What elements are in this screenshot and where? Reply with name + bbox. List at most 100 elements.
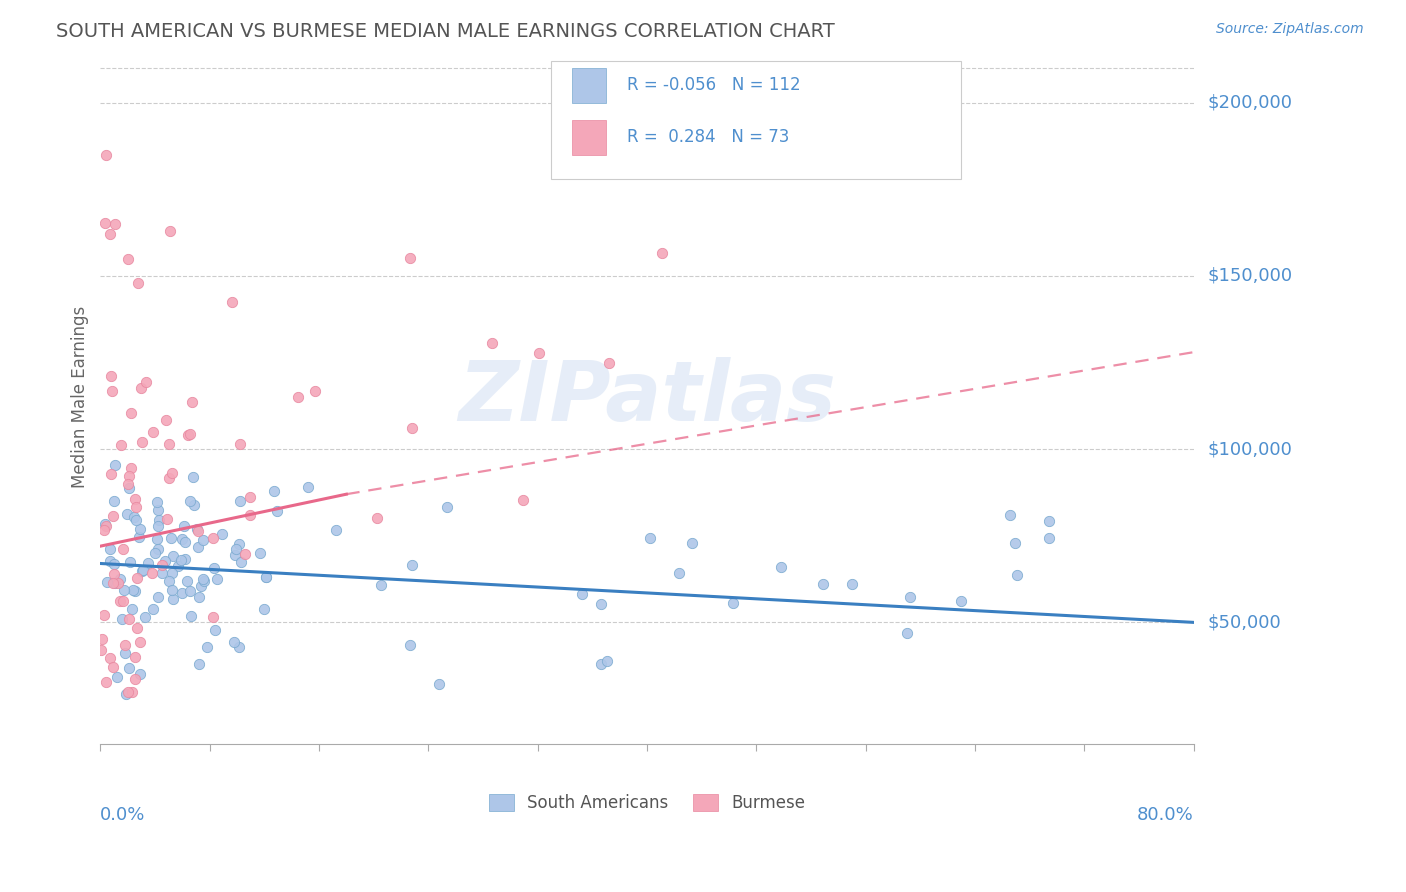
Point xyxy=(101,509,124,524)
Point xyxy=(105,670,128,684)
Point xyxy=(228,537,250,551)
Point xyxy=(104,217,127,231)
Point xyxy=(132,563,155,577)
Point xyxy=(211,527,233,541)
Point xyxy=(160,566,183,581)
Point xyxy=(118,481,141,495)
Point xyxy=(591,657,613,672)
Point xyxy=(401,421,423,435)
Point xyxy=(117,252,139,266)
Point xyxy=(399,638,422,652)
Point xyxy=(103,557,125,571)
Point xyxy=(124,491,146,506)
Text: $50,000: $50,000 xyxy=(1208,614,1281,632)
Point xyxy=(1005,568,1028,582)
Point xyxy=(114,638,136,652)
Point xyxy=(90,643,112,657)
Point xyxy=(950,594,973,608)
Point xyxy=(179,494,201,508)
Point xyxy=(159,531,181,545)
Point xyxy=(249,546,271,560)
Point xyxy=(157,574,180,589)
Point xyxy=(191,533,214,548)
Point xyxy=(120,555,142,569)
Point xyxy=(148,519,170,533)
Point xyxy=(94,516,117,531)
Point xyxy=(120,406,142,420)
Point xyxy=(162,549,184,564)
Point xyxy=(134,609,156,624)
Point xyxy=(112,583,135,598)
Point xyxy=(131,565,153,579)
Y-axis label: Median Male Earnings: Median Male Earnings xyxy=(72,306,89,488)
Point xyxy=(124,672,146,686)
Point xyxy=(108,572,131,586)
Point xyxy=(366,511,388,525)
Point xyxy=(167,559,190,574)
Point xyxy=(98,542,121,557)
Point xyxy=(127,621,149,635)
Point xyxy=(93,523,115,537)
Point xyxy=(596,654,619,668)
Point xyxy=(233,548,256,562)
Point xyxy=(174,535,197,549)
Point xyxy=(145,546,167,560)
Point xyxy=(96,574,118,589)
Point xyxy=(896,626,918,640)
Point xyxy=(191,572,214,586)
Point xyxy=(205,572,228,586)
Point xyxy=(110,437,132,451)
Point xyxy=(287,390,309,404)
Point xyxy=(101,575,124,590)
Point xyxy=(121,583,143,598)
Point xyxy=(176,574,198,589)
Point xyxy=(682,536,704,550)
Point xyxy=(173,519,195,533)
Point xyxy=(111,541,134,556)
Point xyxy=(108,593,131,607)
Text: 0.0%: 0.0% xyxy=(100,806,146,824)
Point xyxy=(160,582,183,597)
Point xyxy=(254,570,277,584)
Point xyxy=(898,590,921,604)
Point xyxy=(114,646,136,660)
Point xyxy=(141,566,163,580)
Bar xyxy=(572,120,606,154)
Point xyxy=(157,436,180,450)
Point xyxy=(651,246,673,260)
Point xyxy=(170,552,193,566)
Point xyxy=(117,684,139,698)
Point xyxy=(187,540,209,554)
Point xyxy=(148,513,170,527)
Point xyxy=(142,425,165,440)
Point xyxy=(512,493,534,508)
Point xyxy=(155,413,177,427)
Point xyxy=(224,548,246,562)
Point xyxy=(146,495,169,509)
Point xyxy=(107,575,129,590)
Point xyxy=(101,384,124,398)
Point xyxy=(103,493,125,508)
Point xyxy=(1004,535,1026,549)
Point xyxy=(142,602,165,616)
Point xyxy=(100,368,122,383)
Point xyxy=(148,590,170,604)
Point xyxy=(598,356,620,370)
Point xyxy=(841,576,863,591)
Text: SOUTH AMERICAN VS BURMESE MEDIAN MALE EARNINGS CORRELATION CHART: SOUTH AMERICAN VS BURMESE MEDIAN MALE EA… xyxy=(56,22,835,41)
Point xyxy=(225,542,247,557)
Point xyxy=(186,522,208,536)
Point xyxy=(94,216,117,230)
Point xyxy=(481,336,503,351)
Point xyxy=(91,632,114,647)
Point xyxy=(195,640,218,654)
Point xyxy=(239,491,262,505)
Point xyxy=(228,640,250,654)
Point xyxy=(721,596,744,610)
Point xyxy=(668,566,690,581)
Point xyxy=(1000,508,1022,522)
Point xyxy=(121,684,143,698)
Point xyxy=(94,675,117,690)
Point xyxy=(136,556,159,570)
Point xyxy=(125,513,148,527)
